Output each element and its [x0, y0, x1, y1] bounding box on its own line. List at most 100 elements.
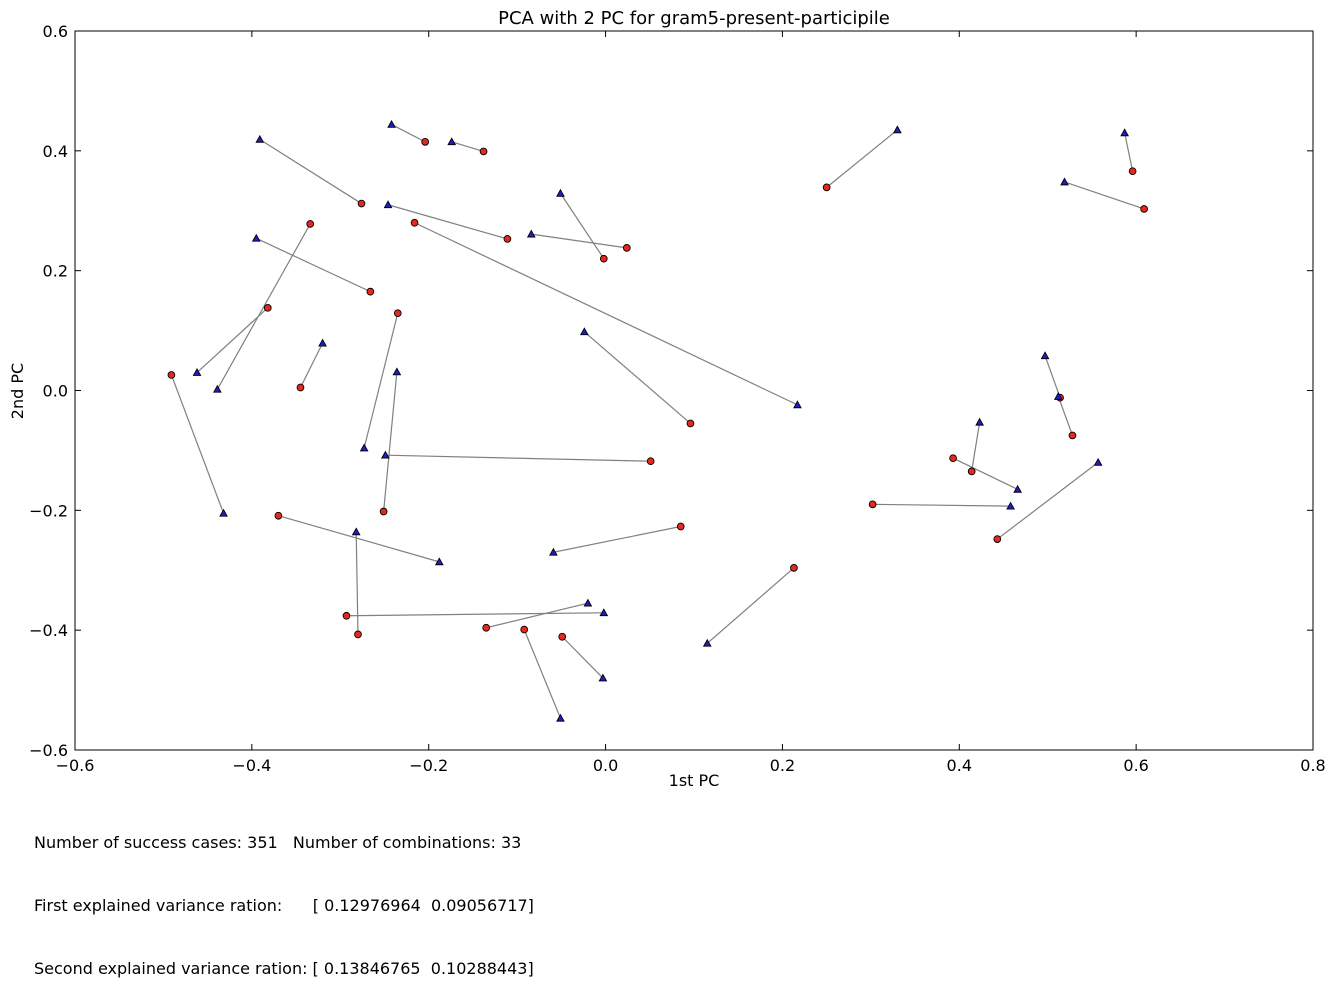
pair-line-16 — [278, 515, 440, 563]
triangle-point-16 — [434, 557, 444, 566]
circle-point-32 — [993, 535, 1002, 543]
pair-line-27 — [1044, 355, 1061, 398]
x-tick-label-1: −0.4 — [232, 756, 271, 775]
pair-line-15 — [385, 454, 651, 462]
triangle-point-28 — [1053, 391, 1063, 400]
x-tick-label-0: −0.6 — [56, 756, 95, 775]
triangle-point-22 — [549, 547, 558, 556]
triangle-point-20 — [556, 713, 565, 722]
pair-line-10 — [170, 374, 225, 514]
y-tick-label-1: −0.4 — [29, 621, 68, 640]
y-tick-label-0: −0.6 — [29, 741, 68, 760]
triangle-point-23 — [702, 638, 712, 647]
triangle-point-29 — [975, 417, 984, 426]
y-tick-label-4: 0.2 — [43, 262, 68, 281]
circle-point-3 — [503, 235, 512, 243]
y-axis-label: 2nd PC — [8, 363, 27, 419]
circle-point-1 — [479, 147, 488, 156]
triangle-point-30 — [1013, 484, 1023, 493]
triangle-point-25 — [1120, 128, 1130, 137]
triangle-point-12 — [392, 367, 402, 376]
pair-line-19 — [486, 602, 589, 629]
pair-line-7 — [196, 307, 269, 373]
chart-title: PCA with 2 PC for gram5-present-particip… — [498, 8, 890, 29]
pair-line-23 — [706, 567, 795, 644]
triangle-point-32 — [1093, 457, 1103, 466]
pair-line-17 — [355, 531, 359, 635]
pair-line-24 — [826, 129, 898, 188]
x-tick-label-5: 0.4 — [947, 756, 972, 775]
y-tick-label-2: −0.2 — [29, 501, 68, 520]
triangle-point-17 — [351, 527, 361, 536]
triangle-point-15 — [381, 450, 390, 459]
triangle-point-24 — [893, 125, 902, 134]
y-tick-label-3: 0.0 — [43, 382, 68, 401]
triangle-point-3 — [383, 200, 393, 209]
markers — [167, 119, 1148, 722]
pair-line-32 — [996, 461, 1099, 540]
circle-point-4 — [599, 254, 608, 263]
triangle-point-18 — [599, 608, 609, 617]
circle-point-14 — [686, 419, 695, 428]
x-tick-label-3: 0.0 — [593, 756, 618, 775]
footer-line-first-variance: First explained variance ration: [ 0.129… — [34, 896, 534, 915]
pair-line-11 — [363, 313, 399, 449]
triangle-point-31 — [1006, 501, 1015, 510]
circle-point-24 — [822, 183, 831, 192]
circle-point-7 — [263, 303, 272, 312]
footer-line-second-variance: Second explained variance ration: [ 0.13… — [34, 959, 534, 978]
circle-point-20 — [520, 625, 529, 634]
pair-line-1 — [451, 141, 484, 153]
triangle-point-0 — [387, 119, 396, 128]
x-axis-label: 1st PC — [669, 771, 720, 790]
pair-lines — [170, 123, 1145, 719]
circle-point-23 — [790, 564, 798, 572]
triangle-point-11 — [359, 443, 369, 452]
triangle-point-21 — [598, 673, 608, 682]
triangle-point-9 — [318, 338, 327, 347]
circle-point-22 — [676, 522, 685, 531]
circle-point-12 — [379, 507, 388, 516]
triangle-point-1 — [447, 137, 457, 146]
pair-line-2 — [259, 138, 362, 205]
x-tick-label-4: 0.2 — [770, 756, 795, 775]
pair-line-25 — [1124, 132, 1134, 172]
triangle-point-4 — [556, 188, 565, 197]
circle-point-15 — [646, 457, 655, 466]
pair-line-30 — [952, 457, 1018, 490]
footer-line-success: Number of success cases: 351 Number of c… — [34, 833, 522, 852]
circle-point-9 — [296, 383, 305, 392]
pair-line-31 — [872, 503, 1011, 507]
triangle-point-7 — [192, 367, 202, 376]
triangle-point-6 — [251, 233, 261, 242]
circle-point-17 — [354, 630, 362, 639]
circle-point-25 — [1128, 167, 1137, 176]
circle-point-8 — [306, 220, 315, 228]
pair-line-0 — [391, 123, 426, 143]
triangle-point-13 — [793, 400, 802, 409]
triangle-point-19 — [583, 598, 593, 607]
pca-chart: PCA with 2 PC for gram5-present-particip… — [8, 8, 1326, 790]
triangle-point-5 — [526, 229, 536, 238]
pair-line-12 — [383, 371, 398, 512]
triangle-point-10 — [219, 508, 228, 517]
pair-line-14 — [583, 331, 691, 424]
pair-line-28 — [1057, 396, 1074, 436]
pair-line-9 — [299, 342, 324, 388]
pair-line-26 — [1064, 181, 1145, 210]
circle-point-2 — [357, 199, 366, 208]
triangle-point-27 — [1040, 351, 1050, 360]
circle-point-11 — [393, 309, 402, 318]
triangle-point-8 — [213, 384, 222, 393]
x-tick-label-7: 0.8 — [1300, 756, 1325, 775]
circle-point-0 — [421, 137, 430, 146]
axis-ticks: −0.6 −0.4 −0.2 0.0 0.2 0.4 0.6 0.8 −0.6 −0.4 −0.2 0… — [29, 22, 1326, 775]
circle-point-6 — [366, 287, 375, 296]
pair-line-22 — [553, 525, 681, 553]
pair-line-8 — [216, 223, 311, 390]
footer-stats: Number of success cases: 351 Number of c… — [34, 790, 534, 1000]
pair-line-18 — [346, 612, 604, 617]
pair-line-29 — [971, 422, 981, 472]
circle-point-19 — [482, 623, 491, 632]
triangle-point-2 — [255, 134, 265, 143]
